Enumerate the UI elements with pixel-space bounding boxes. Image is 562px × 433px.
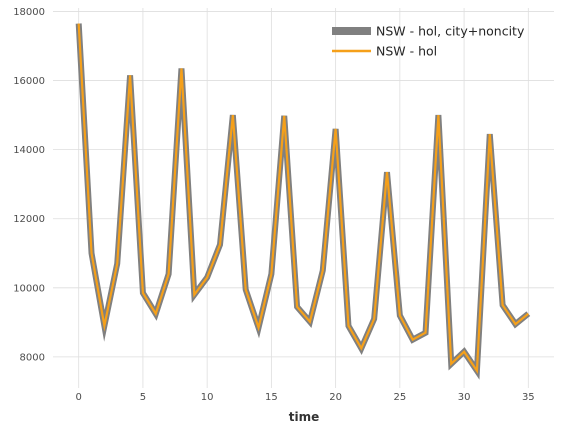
legend-label-1: NSW - hol, city+noncity — [376, 24, 525, 39]
x-tick-label: 10 — [201, 392, 214, 403]
x-axis-label: time — [289, 410, 320, 424]
x-tick-label: 20 — [329, 392, 342, 403]
y-tick-label: 12000 — [13, 214, 45, 225]
y-tick-label: 18000 — [13, 7, 45, 18]
x-tick-label: 15 — [265, 392, 278, 403]
y-tick-label: 8000 — [20, 352, 45, 363]
series-line-1 — [75, 23, 531, 380]
y-axis: 8000 10000 12000 14000 16000 18000 — [13, 7, 45, 363]
x-tick-label: 25 — [393, 392, 406, 403]
x-tick-label: 0 — [76, 392, 82, 403]
legend: NSW - hol, city+noncity NSW - hol — [332, 24, 525, 59]
x-axis: 0 5 10 15 20 25 30 35 — [76, 392, 535, 403]
legend-label-2: NSW - hol — [376, 44, 437, 59]
x-tick-label: 35 — [522, 392, 535, 403]
x-tick-label: 5 — [140, 392, 146, 403]
y-tick-label: 10000 — [13, 283, 45, 294]
series-line-2 — [77, 23, 529, 375]
x-tick-label: 30 — [458, 392, 471, 403]
series-layer — [75, 23, 531, 380]
y-tick-label: 14000 — [13, 145, 45, 156]
y-tick-label: 16000 — [13, 76, 45, 87]
